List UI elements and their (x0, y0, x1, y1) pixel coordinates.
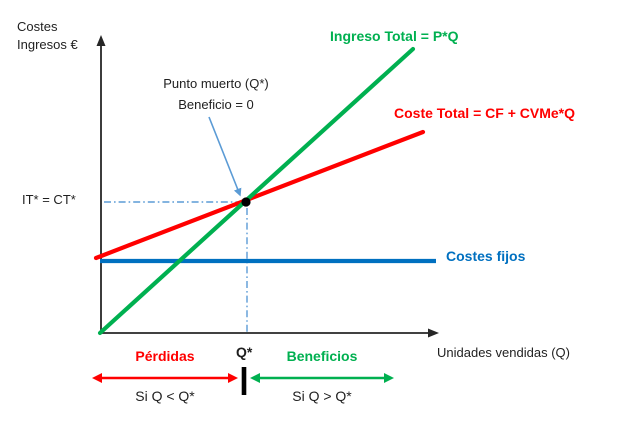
y-axis-title-line2: Ingresos € (17, 37, 78, 52)
break-even-annotation-title: Punto muerto (Q*) (163, 76, 269, 91)
total-cost-line (93, 129, 426, 261)
total-revenue-line (97, 46, 416, 336)
fixed-costs-label: Costes fijos (446, 248, 526, 264)
cost-line-label: Coste Total = CF + CVMe*Q (394, 105, 575, 121)
revenue-line-label: Ingreso Total = P*Q (330, 28, 459, 44)
break-even-x-label: Q* (236, 344, 253, 360)
y-axis-title-line1: Costes (17, 19, 58, 34)
break-even-annotation: Punto muerto (Q*) Beneficio = 0 (141, 73, 291, 115)
y-axis-title: Costes Ingresos € (17, 18, 78, 54)
loss-region-label: Pérdidas (135, 348, 195, 364)
profit-region-condition: Si Q > Q* (292, 388, 352, 404)
break-even-point-dot (241, 197, 251, 207)
x-axis-title: Unidades vendidas (Q) (437, 345, 570, 360)
profit-region-label: Beneficios (286, 348, 358, 364)
break-even-annotation-note: Beneficio = 0 (178, 97, 254, 112)
loss-region-condition: Si Q < Q* (135, 388, 195, 404)
break-even-y-label: IT* = CT* (22, 192, 76, 207)
annotation-arrow (208, 116, 242, 197)
